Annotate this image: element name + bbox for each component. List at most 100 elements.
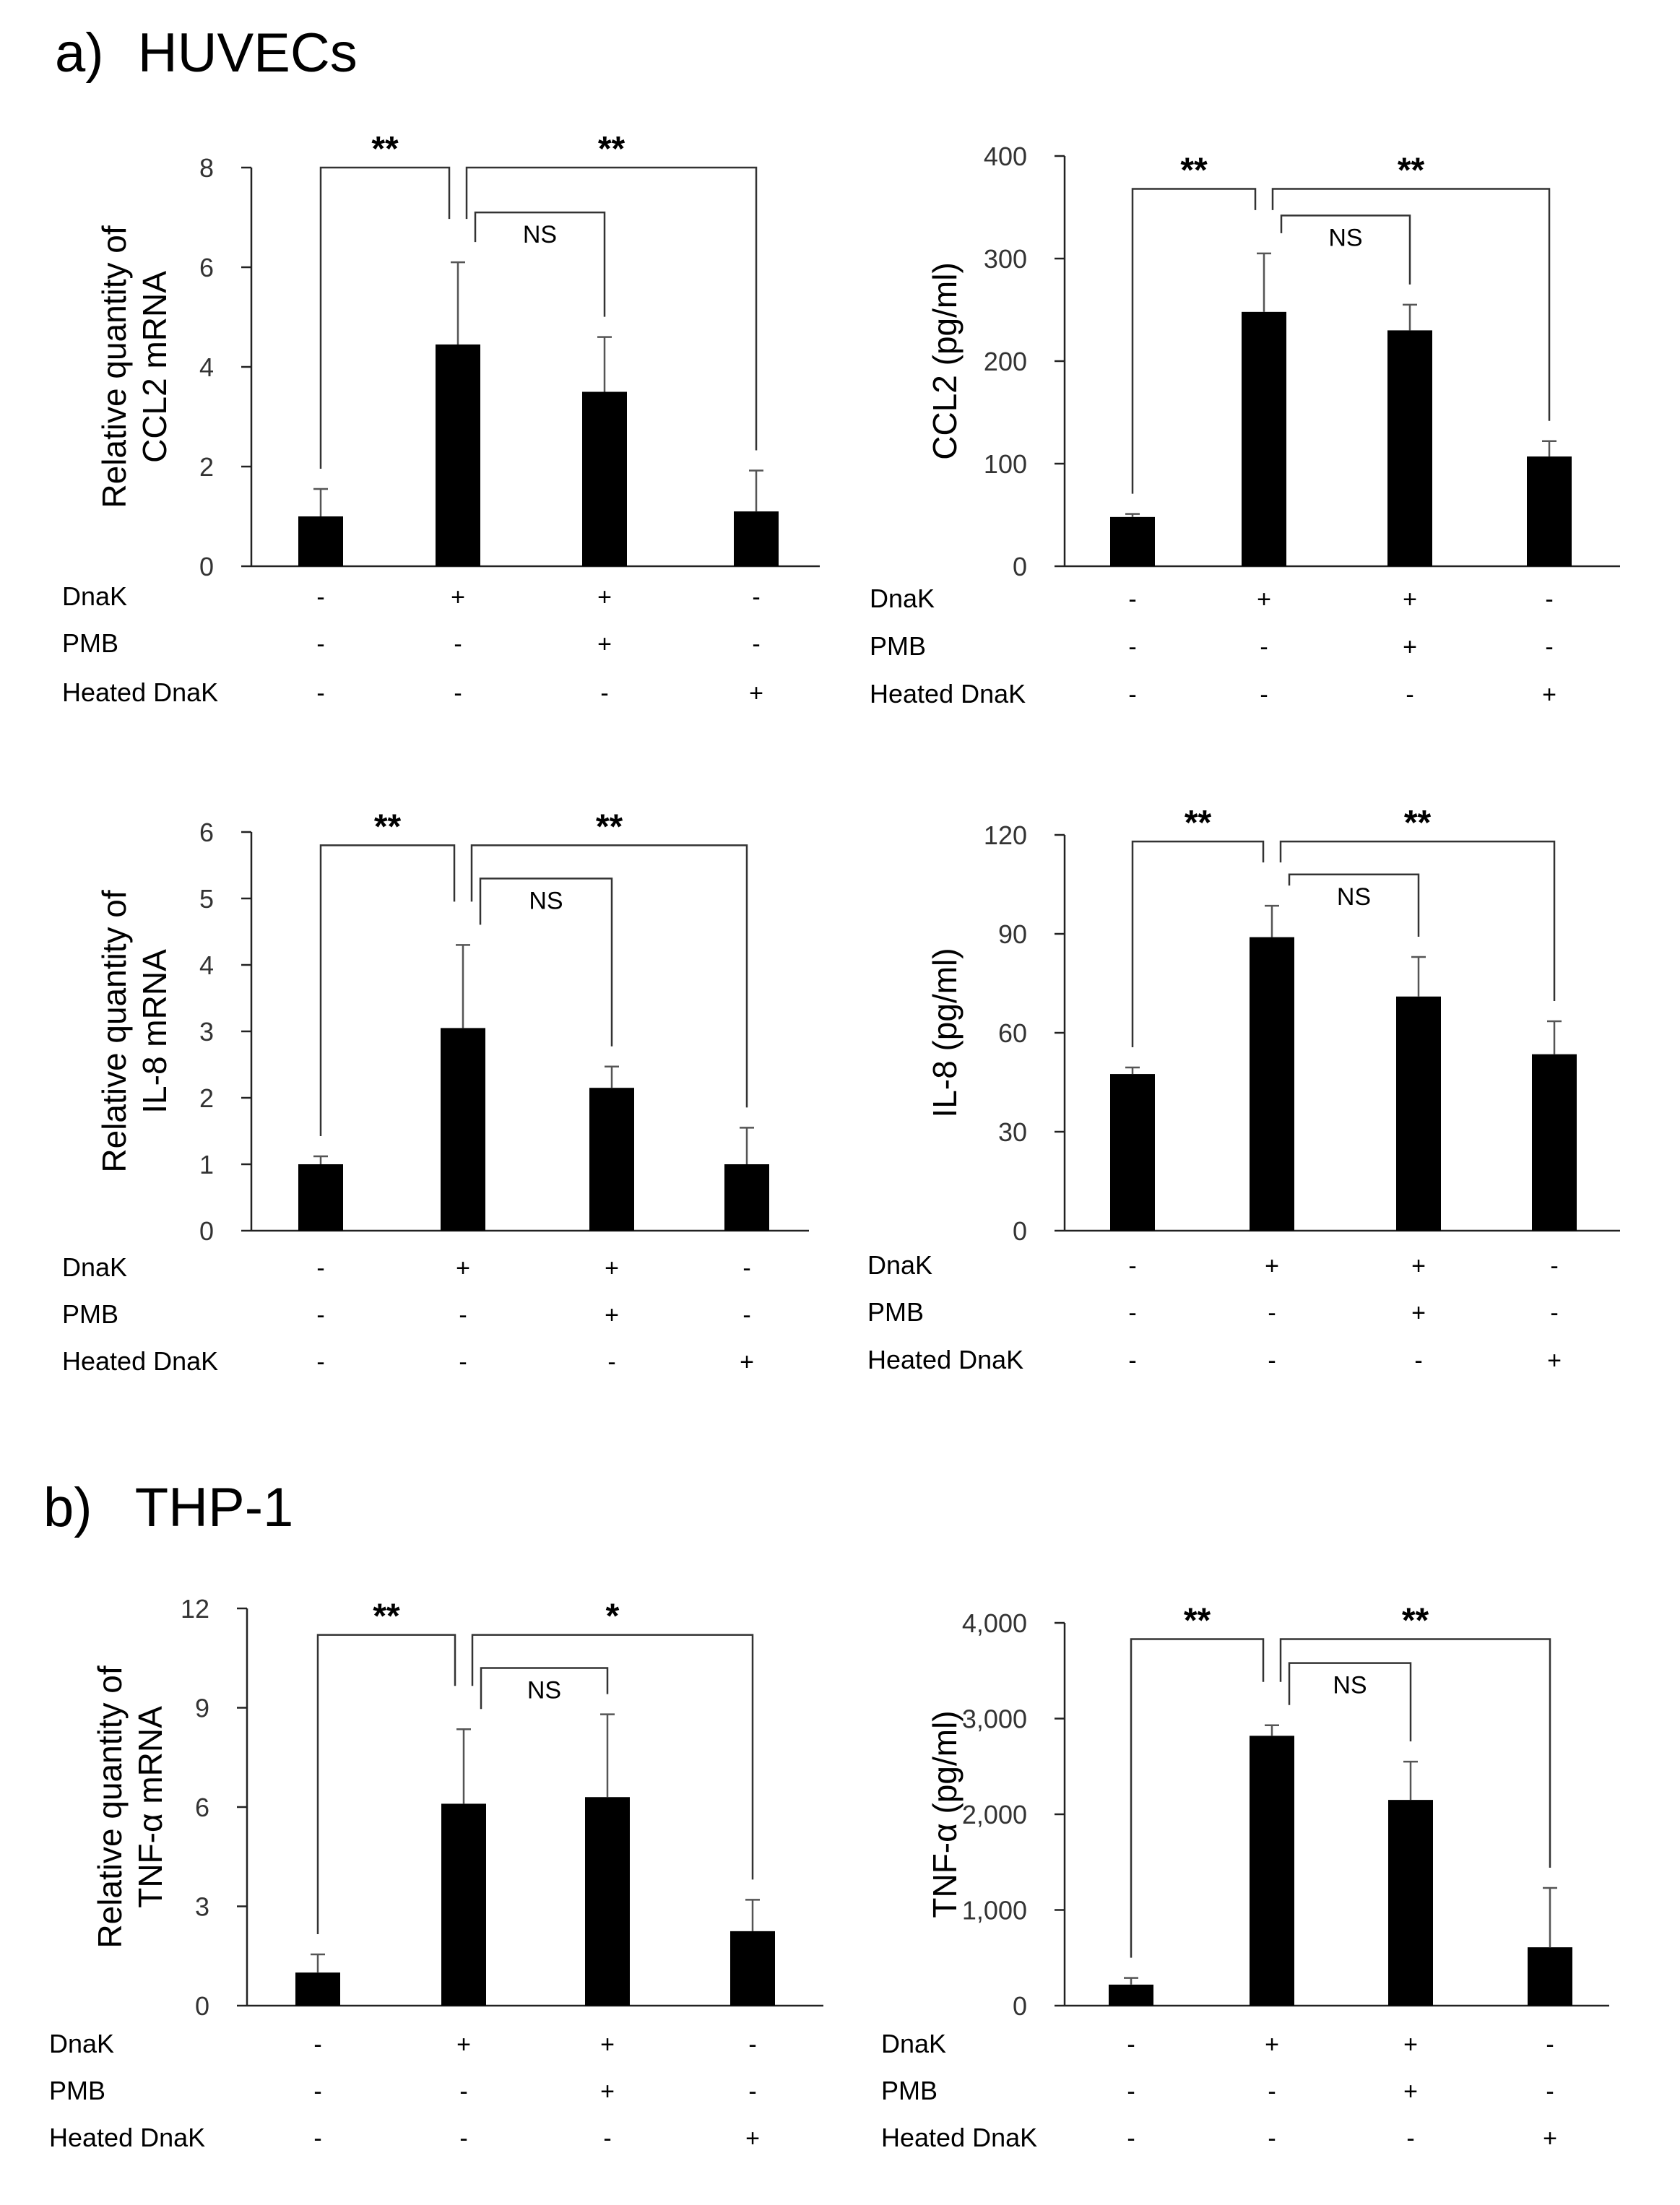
y-tick-label: 0	[199, 552, 214, 581]
y-tick-label: 5	[199, 884, 214, 914]
condition-mark: -	[1268, 2078, 1276, 2105]
condition-mark: -	[1128, 1252, 1136, 1280]
condition-mark: +	[1547, 1347, 1562, 1374]
condition-mark: -	[454, 680, 462, 707]
significance-label: NS	[1333, 1672, 1367, 1699]
significance-label: **	[596, 807, 623, 846]
bar	[585, 1797, 630, 2006]
significance-label: **	[1402, 1602, 1429, 1640]
condition-mark: -	[1128, 681, 1136, 709]
condition-mark: +	[600, 2078, 615, 2105]
condition-mark: -	[1414, 1347, 1422, 1374]
condition-mark: -	[313, 2125, 321, 2152]
condition-mark: -	[1127, 2078, 1135, 2105]
y-tick-label: 1	[199, 1150, 214, 1179]
significance-bracket	[319, 166, 451, 469]
condition-mark: -	[1128, 1299, 1136, 1327]
condition-mark: -	[316, 680, 324, 707]
y-tick-label: 0	[1013, 552, 1027, 581]
y-tick-label: 90	[998, 919, 1027, 949]
significance-label: **	[373, 1598, 400, 1636]
significance-label: NS	[529, 887, 563, 914]
condition-label: PMB	[62, 1299, 118, 1329]
bar	[582, 391, 627, 566]
significance-label: **	[598, 130, 625, 168]
condition-mark: -	[1128, 1347, 1136, 1374]
y-tick-label: 3,000	[962, 1704, 1027, 1734]
significance-label: **	[1185, 804, 1212, 842]
condition-mark: +	[456, 2031, 471, 2058]
y-tick-label: 3	[199, 1017, 214, 1047]
condition-mark: -	[1127, 2031, 1135, 2058]
condition-mark: -	[742, 1301, 750, 1329]
condition-mark: -	[748, 2078, 756, 2105]
significance-label: **	[1398, 151, 1425, 189]
y-tick-label: 200	[984, 347, 1027, 376]
condition-mark: -	[1545, 633, 1553, 661]
y-tick-label: 9	[195, 1694, 209, 1723]
y-tick-label: 6	[199, 253, 214, 282]
condition-mark: -	[313, 2078, 321, 2105]
condition-mark: -	[752, 631, 760, 658]
bar	[1388, 1800, 1433, 2006]
condition-mark: +	[749, 680, 763, 707]
condition-mark: +	[1265, 2031, 1279, 2058]
condition-label: DnaK	[49, 2029, 114, 2058]
y-tick-label: 6	[195, 1793, 209, 1822]
significance-bracket	[479, 878, 613, 1047]
condition-label: PMB	[49, 2076, 105, 2105]
y-tick-label: 3	[195, 1892, 209, 1922]
condition-mark: -	[748, 2031, 756, 2058]
condition-mark: +	[597, 631, 612, 658]
significance-bracket	[1288, 873, 1420, 937]
y-axis-label: Relative quantity ofCCL2 mRNA	[95, 225, 173, 508]
y-tick-label: 100	[984, 449, 1027, 479]
bar	[1110, 516, 1155, 566]
significance-bracket	[1279, 840, 1556, 1002]
bar	[1242, 311, 1286, 566]
significance-bracket	[1130, 1638, 1265, 1958]
y-tick-label: 4	[199, 352, 214, 382]
significance-bracket	[1280, 215, 1411, 285]
condition-mark: +	[1543, 2125, 1557, 2152]
condition-mark: -	[607, 1348, 615, 1376]
bar	[298, 1164, 343, 1231]
bar	[1527, 456, 1572, 566]
condition-mark: -	[316, 584, 324, 611]
condition-label: DnaK	[881, 2029, 946, 2058]
significance-bracket	[1279, 1638, 1551, 1868]
condition-mark: +	[1403, 633, 1417, 661]
significance-label: NS	[523, 221, 557, 248]
y-axis-label: Relative quantity ofIL-8 mRNA	[95, 890, 173, 1172]
bar	[1250, 1736, 1294, 2006]
condition-mark: -	[459, 1301, 467, 1329]
condition-mark: +	[1542, 681, 1556, 709]
y-tick-label: 60	[998, 1018, 1027, 1048]
condition-mark: -	[752, 584, 760, 611]
condition-mark: -	[1546, 2031, 1554, 2058]
significance-label: **	[374, 807, 402, 846]
condition-mark: +	[605, 1301, 619, 1329]
y-tick-label: 300	[984, 244, 1027, 274]
significance-bracket	[1288, 1662, 1412, 1742]
condition-label: Heated DnaK	[62, 677, 218, 707]
y-tick-label: 0	[1013, 1216, 1027, 1246]
condition-mark: +	[1403, 2031, 1418, 2058]
bar	[295, 1972, 340, 2006]
condition-mark: +	[745, 2125, 760, 2152]
bar	[441, 1803, 486, 2006]
bar	[436, 344, 480, 566]
condition-mark: -	[1268, 2125, 1276, 2152]
condition-mark: +	[1403, 586, 1417, 613]
condition-mark: -	[742, 1255, 750, 1282]
chart-ccl2-mrna: 0 2 4 6 8 Relative quantity ofCCL2 mRNA ** ** NS…	[62, 130, 820, 707]
condition-mark: -	[600, 680, 608, 707]
significance-bracket	[1131, 840, 1265, 1047]
condition-mark: +	[1411, 1252, 1426, 1280]
significance-label: **	[1184, 1602, 1211, 1640]
significance-bracket	[465, 166, 758, 451]
y-tick-label: 4	[199, 950, 214, 980]
significance-bracket	[316, 1634, 456, 1934]
section-a-label: a)	[55, 22, 104, 84]
